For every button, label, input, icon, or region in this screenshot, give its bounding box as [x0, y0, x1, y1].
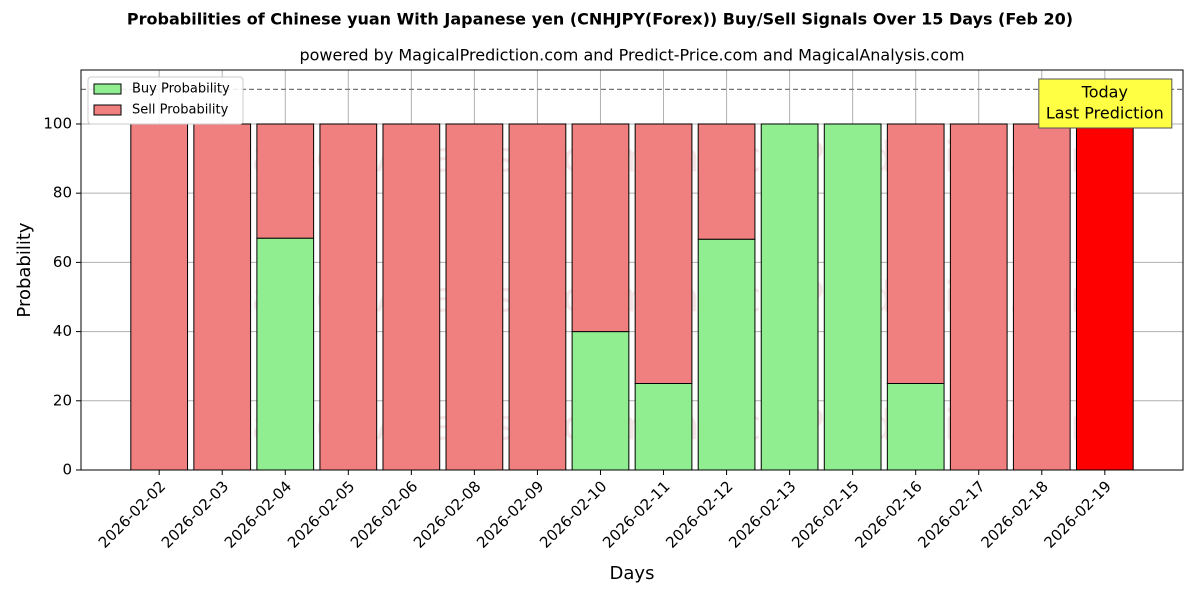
plot-frame: [80, 69, 1184, 471]
bar: [508, 123, 567, 471]
y-tick-label: 80: [53, 184, 72, 202]
y-tick-label: 40: [53, 322, 72, 340]
bar: [760, 123, 819, 471]
bar: [256, 123, 315, 239]
y-tick-label: 0: [62, 461, 72, 479]
bar: [1075, 123, 1134, 471]
legend-label: Buy Probability: [132, 82, 230, 97]
annotation-box: [1038, 78, 1173, 129]
bar: [445, 123, 504, 471]
bar: [382, 123, 441, 471]
bar: [697, 123, 756, 240]
bar: [130, 123, 189, 471]
legend-box: [87, 76, 244, 125]
bar: [886, 123, 945, 384]
y-tick-label: 60: [53, 253, 72, 271]
annotation-text: Last Prediction: [1046, 104, 1164, 123]
bar: [634, 382, 693, 471]
bar: [634, 123, 693, 384]
legend-swatch: [93, 83, 122, 95]
bar: [571, 331, 630, 471]
chart-title: Probabilities of Chinese yuan With Japan…: [127, 10, 1073, 29]
bar: [1012, 123, 1071, 471]
bar: [886, 382, 945, 471]
bar: [697, 238, 756, 471]
x-axis-label: Days: [610, 563, 655, 584]
y-tick-label: 20: [53, 391, 72, 409]
y-axis-label: Probability: [14, 222, 35, 317]
bar: [319, 123, 378, 471]
legend-label: Sell Probability: [132, 103, 229, 118]
y-tick-label: 100: [43, 114, 72, 132]
bar: [193, 123, 252, 471]
legend-swatch: [93, 104, 122, 116]
annotation-text: Today: [1081, 83, 1128, 102]
bar: [823, 123, 882, 471]
bar: [949, 123, 1008, 471]
chart-subtitle: powered by MagicalPrediction.com and Pre…: [299, 46, 964, 65]
bar: [571, 123, 630, 333]
bar: [256, 237, 315, 471]
